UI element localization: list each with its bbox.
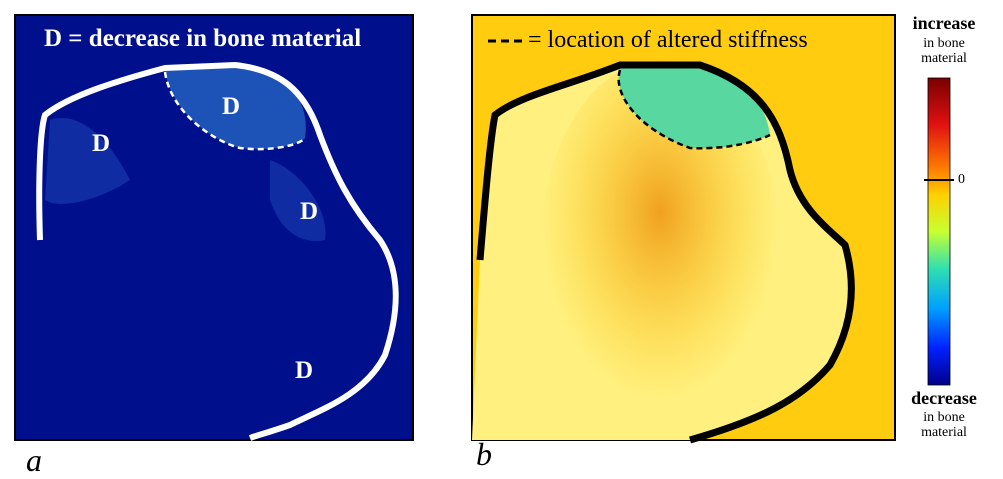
figure-graphics bbox=[0, 0, 1003, 478]
figure: D = decrease in bone material D D D D a … bbox=[0, 0, 1003, 478]
colorbar-zero-label: 0 bbox=[958, 172, 965, 188]
colorbar-top-sublabel: in bone material bbox=[900, 36, 988, 66]
marker: D bbox=[92, 130, 110, 158]
marker: D bbox=[300, 198, 318, 226]
legend: D = decrease in bone material bbox=[44, 25, 361, 53]
colorbar-top-label: increase bbox=[900, 13, 988, 34]
marker: D bbox=[295, 357, 313, 385]
panel-label: b bbox=[476, 436, 492, 473]
colorbar-bottom-label: decrease bbox=[900, 388, 988, 409]
colorbar-bottom-sublabel: in bone material bbox=[900, 410, 988, 440]
legend: = location of altered stiffness bbox=[528, 27, 808, 54]
colorbar bbox=[928, 78, 950, 385]
marker: D bbox=[222, 93, 240, 121]
panel-label: a bbox=[26, 442, 42, 479]
